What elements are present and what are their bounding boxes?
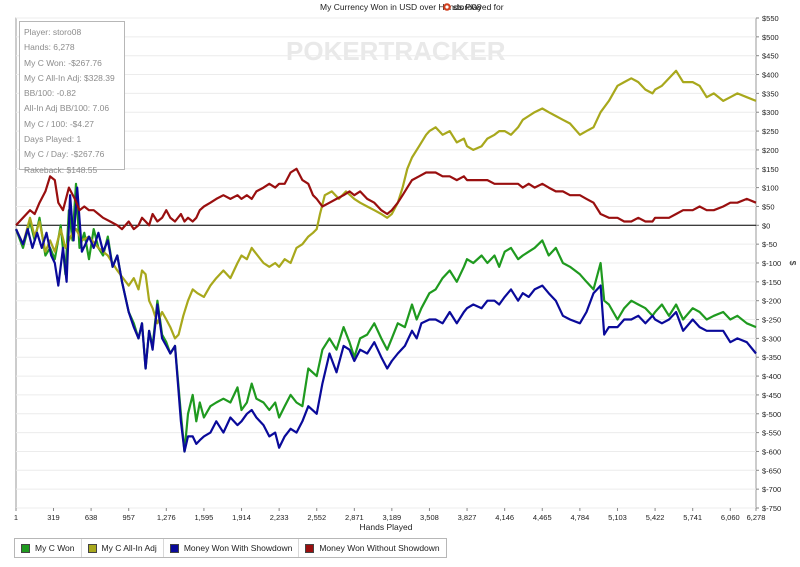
chart-title: My Currency Won in USD over Hands Played… — [320, 2, 504, 12]
player-name: storo08 — [453, 2, 482, 12]
y-tick-label: $500 — [762, 33, 779, 42]
series-with-showdown — [15, 186, 757, 453]
x-tick-label: 1,276 — [157, 513, 176, 522]
legend-label: My C All-In Adj — [101, 543, 157, 553]
series-lines — [14, 69, 757, 453]
legend-swatch — [169, 543, 179, 553]
legend: My C Won My C All-In Adj Money Won With … — [14, 538, 447, 558]
series-allin-adj — [15, 69, 757, 340]
y-tick-label: $-400 — [762, 372, 781, 381]
stat-per100: My C / 100: -$4.27 — [24, 118, 94, 129]
y-tick-label: $150 — [762, 165, 779, 174]
x-tick-label: 957 — [122, 513, 135, 522]
x-tick-label: 6,060 — [721, 513, 740, 522]
x-tick-label: 3,508 — [420, 513, 439, 522]
x-tick-label: 5,741 — [683, 513, 702, 522]
y-tick-label: $-500 — [762, 410, 781, 419]
y-tick-label: $300 — [762, 108, 779, 117]
x-tick-label: 4,146 — [495, 513, 514, 522]
x-tick-label: 3,189 — [382, 513, 401, 522]
x-tick-label: 4,465 — [533, 513, 552, 522]
y-tick-label: $450 — [762, 52, 779, 61]
stat-bb100: BB/100: -0.82 — [24, 88, 76, 99]
stat-per-day: My C / Day: -$267.76 — [24, 149, 105, 160]
x-tick-label: 2,233 — [270, 513, 289, 522]
y-tick-label: $-750 — [762, 504, 781, 513]
y-tick-label: $50 — [762, 202, 775, 211]
grid — [16, 17, 756, 509]
legend-item-with-showdown[interactable]: Money Won With Showdown — [164, 539, 300, 557]
y-tick-label: $200 — [762, 146, 779, 155]
legend-item-my-c-won[interactable]: My C Won — [15, 539, 82, 557]
series-without-showdown — [15, 167, 757, 231]
stat-allin-adj: My C All-In Adj: $328.39 — [24, 72, 115, 83]
y-tick-label: $-100 — [762, 259, 781, 268]
x-tick-label: 2,552 — [307, 513, 326, 522]
x-tick-label: 2,871 — [345, 513, 364, 522]
x-tick-label: 319 — [47, 513, 60, 522]
x-tick-label: 4,784 — [570, 513, 589, 522]
legend-swatch — [87, 543, 97, 553]
y-tick-label: $-250 — [762, 316, 781, 325]
x-axis-label: Hands Played — [360, 522, 413, 532]
y-tick-label: $-150 — [762, 278, 781, 287]
y-axis-label: $ — [788, 261, 798, 266]
x-tick-label: 1 — [14, 513, 18, 522]
x-tick-label: 3,827 — [458, 513, 477, 522]
y-tick-label: $-350 — [762, 353, 781, 362]
y-tick-label: $-300 — [762, 334, 781, 343]
y-tick-label: $-650 — [762, 466, 781, 475]
poker-icon — [443, 3, 451, 11]
x-tick-label: 1,914 — [232, 513, 251, 522]
legend-label: Money Won With Showdown — [183, 543, 293, 553]
stat-won: My C Won: -$267.76 — [24, 57, 102, 68]
y-tick-label: $-550 — [762, 429, 781, 438]
y-tick-label: $100 — [762, 184, 779, 193]
y-tick-label: $550 — [762, 14, 779, 23]
y-tick-label: $-600 — [762, 447, 781, 456]
stat-rakeback: Rakeback: $148.55 — [24, 164, 98, 175]
legend-label: Money Won Without Showdown — [319, 543, 440, 553]
stat-player: Player: storo08 — [24, 27, 82, 37]
y-tick-label: $250 — [762, 127, 779, 136]
legend-item-allin-adj[interactable]: My C All-In Adj — [82, 539, 164, 557]
legend-label: My C Won — [35, 543, 75, 553]
y-axis: $550 $500 $450 $400 $350 $300 $250 $200 $150 $100… — [756, 14, 781, 513]
stats-panel: Player: storo08 Hands: 6,278 My C Won: -… — [19, 21, 125, 175]
x-tick-label: 5,422 — [646, 513, 665, 522]
stat-allin-bb100: All-In Adj BB/100: 7.06 — [24, 103, 110, 114]
y-tick-label: $-450 — [762, 391, 781, 400]
y-tick-label: $-200 — [762, 297, 781, 306]
y-tick-label: $400 — [762, 71, 779, 80]
y-tick-label: $0 — [762, 221, 770, 230]
legend-swatch — [21, 543, 30, 553]
stat-days: Days Played: 1 — [24, 134, 82, 145]
x-tick-label: 5,103 — [608, 513, 627, 522]
x-tick-label: 1,595 — [195, 513, 214, 522]
legend-item-without-showdown[interactable]: Money Won Without Showdown — [299, 539, 445, 557]
watermark: POKERTRACKER — [286, 36, 506, 66]
x-axis: 1 319 638 957 1,276 1,595 1,914 2,233 2,552 2,871… — [14, 508, 765, 522]
y-tick-label: $-700 — [762, 485, 781, 494]
stat-hands: Hands: 6,278 — [24, 42, 75, 53]
legend-swatch — [305, 543, 315, 553]
y-tick-label: $350 — [762, 89, 779, 98]
y-tick-label: $-50 — [762, 240, 777, 249]
x-tick-label: 6,278 — [747, 513, 766, 522]
x-tick-label: 638 — [85, 513, 98, 522]
